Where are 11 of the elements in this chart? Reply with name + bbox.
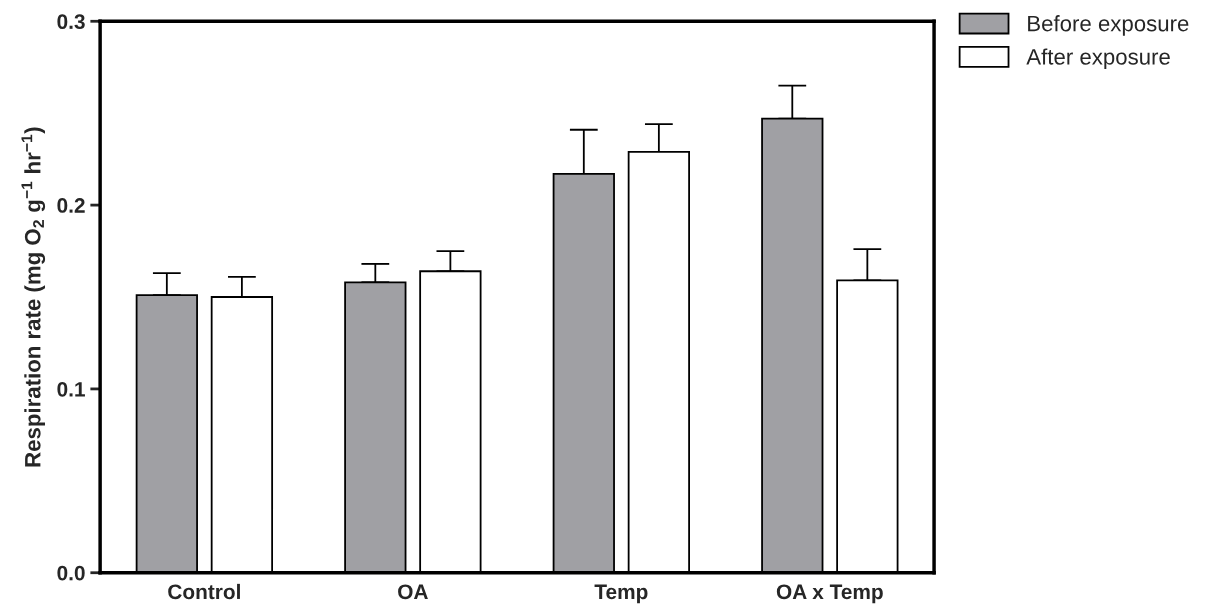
x-tick-label: Temp xyxy=(594,584,648,604)
legend-label: Before exposure xyxy=(1028,15,1189,36)
y-axis-title: Respiration rate (mg O$_{2}$ g$^{−1}$ hr$^{−1}$) xyxy=(21,127,46,467)
x-tick-label: Control xyxy=(168,583,240,600)
x-tick-label: OA x Temp xyxy=(776,584,883,604)
y-tick-label: 0.2 xyxy=(57,198,85,213)
y-tick-label: 0.0 xyxy=(57,565,85,581)
y-tick-label: 0.3 xyxy=(57,14,85,30)
x-tick-label: OA xyxy=(398,584,428,600)
y-tick-label: 0.1 xyxy=(57,381,85,397)
legend-label: After exposure xyxy=(1026,48,1170,70)
